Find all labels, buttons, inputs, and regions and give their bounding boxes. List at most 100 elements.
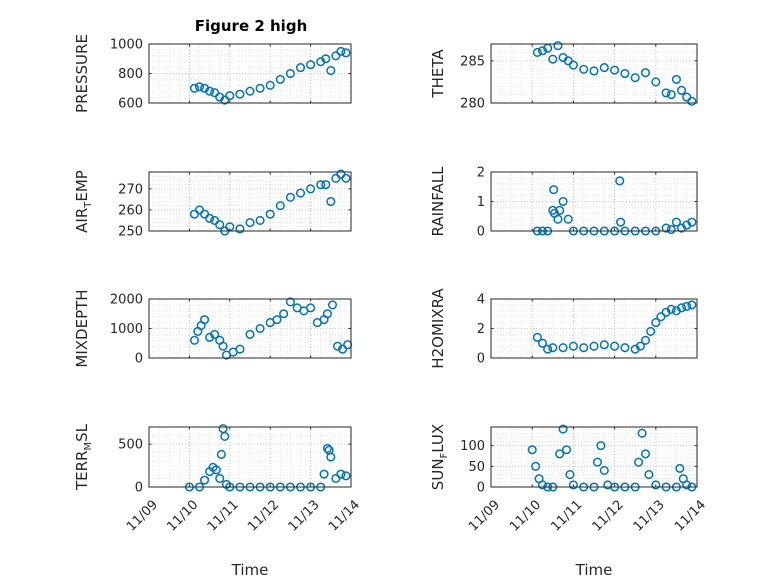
x-tick-label: 11/10 xyxy=(507,497,544,534)
data-point xyxy=(651,318,661,328)
data-point xyxy=(599,465,609,475)
y-axis-label: MIXDEPTH xyxy=(73,289,91,367)
data-point xyxy=(331,51,341,61)
data-point xyxy=(548,54,558,64)
data-point xyxy=(341,471,351,481)
data-point xyxy=(615,176,625,186)
data-point xyxy=(245,218,255,228)
data-point xyxy=(565,470,575,480)
panel-pressure: 600 800 1000 PRESSURE xyxy=(73,34,352,113)
data-point xyxy=(677,303,687,313)
data-point xyxy=(235,224,245,234)
y-tick-label: 800 xyxy=(118,67,143,82)
data-point xyxy=(620,343,630,353)
data-point xyxy=(255,83,265,93)
y-tick-label: 4 xyxy=(477,293,485,308)
x-tick-label: 11/11 xyxy=(548,497,585,534)
data-point xyxy=(640,335,651,345)
data-point xyxy=(656,312,666,322)
y-tick-label: 2000 xyxy=(110,293,143,308)
y-tick-label: 285 xyxy=(460,54,485,69)
y-axis-label: TERRMSL xyxy=(73,423,94,491)
data-point xyxy=(265,80,275,90)
data-point xyxy=(205,213,215,223)
data-point xyxy=(200,475,210,485)
data-point xyxy=(537,338,548,348)
y-tick-label: 1 xyxy=(477,195,485,210)
data-point xyxy=(558,196,568,207)
data-point xyxy=(220,431,230,441)
axes-box xyxy=(148,171,352,232)
data-point xyxy=(661,223,671,233)
plot-area xyxy=(491,44,697,103)
panel-terr_msl: 0 500 TERRMSL 11/09 11/10 11/11 11/12 11/13 11/1… xyxy=(73,423,363,579)
data-point xyxy=(215,473,225,483)
y-tick-label: 0 xyxy=(477,352,485,367)
data-point xyxy=(205,86,215,96)
data-point xyxy=(285,68,295,79)
data-point xyxy=(327,300,338,310)
data-point xyxy=(592,457,602,467)
data-point xyxy=(285,297,295,307)
data-point xyxy=(235,344,245,354)
data-point xyxy=(675,463,685,473)
panel-h2omixra: 0 2 4 H2OMIXRA xyxy=(429,288,698,369)
data-point xyxy=(210,329,220,339)
data-point xyxy=(548,343,558,353)
data-point xyxy=(616,217,626,227)
data-point xyxy=(666,90,676,100)
data-point xyxy=(321,180,331,190)
data-point xyxy=(579,343,589,353)
data-point xyxy=(326,66,336,76)
data-point xyxy=(651,480,661,490)
data-point xyxy=(589,341,599,351)
data-point xyxy=(275,74,285,84)
data-point xyxy=(666,224,676,235)
data-point xyxy=(321,54,331,64)
data-point xyxy=(322,309,332,319)
y-axis-label: RAINFALL xyxy=(429,166,447,237)
data-point xyxy=(558,424,568,434)
axes-box xyxy=(148,426,352,488)
data-point xyxy=(561,445,572,455)
data-point xyxy=(275,201,285,211)
data-point xyxy=(306,60,316,70)
data-point xyxy=(279,309,289,319)
data-point xyxy=(255,215,265,226)
data-point xyxy=(635,341,645,351)
data-point xyxy=(553,41,563,51)
data-point xyxy=(316,180,326,190)
x-tick-label: 11/11 xyxy=(205,497,242,534)
data-point xyxy=(531,461,541,471)
y-axis-label: H2OMIXRA xyxy=(429,288,447,369)
y-tick-label: 280 xyxy=(460,97,485,112)
data-point xyxy=(215,220,225,230)
data-point xyxy=(644,470,654,480)
panel-rainfall: 0 1 2 RAINFALL xyxy=(429,166,698,240)
data-point xyxy=(568,60,578,70)
data-point xyxy=(537,46,548,56)
y-tick-label: 260 xyxy=(118,203,143,218)
data-point xyxy=(319,469,329,479)
data-point xyxy=(568,480,578,490)
y-tick-label: 600 xyxy=(118,97,143,112)
data-point xyxy=(306,184,316,194)
y-axis-label: AIRTEMP xyxy=(73,170,94,233)
x-tick-label: 11/12 xyxy=(590,497,627,534)
data-point xyxy=(596,441,606,451)
data-point xyxy=(532,332,542,342)
data-point xyxy=(341,48,351,58)
data-point xyxy=(295,63,306,73)
y-axis-label: PRESSURE xyxy=(73,34,91,113)
data-point xyxy=(687,300,697,310)
data-point xyxy=(563,214,573,224)
data-point xyxy=(610,341,620,351)
data-point xyxy=(255,323,265,334)
data-point xyxy=(527,445,537,455)
data-point xyxy=(225,91,235,101)
y-tick-label: 0 xyxy=(135,481,143,496)
data-point xyxy=(210,88,220,98)
data-point xyxy=(687,217,697,227)
data-point xyxy=(640,68,651,78)
